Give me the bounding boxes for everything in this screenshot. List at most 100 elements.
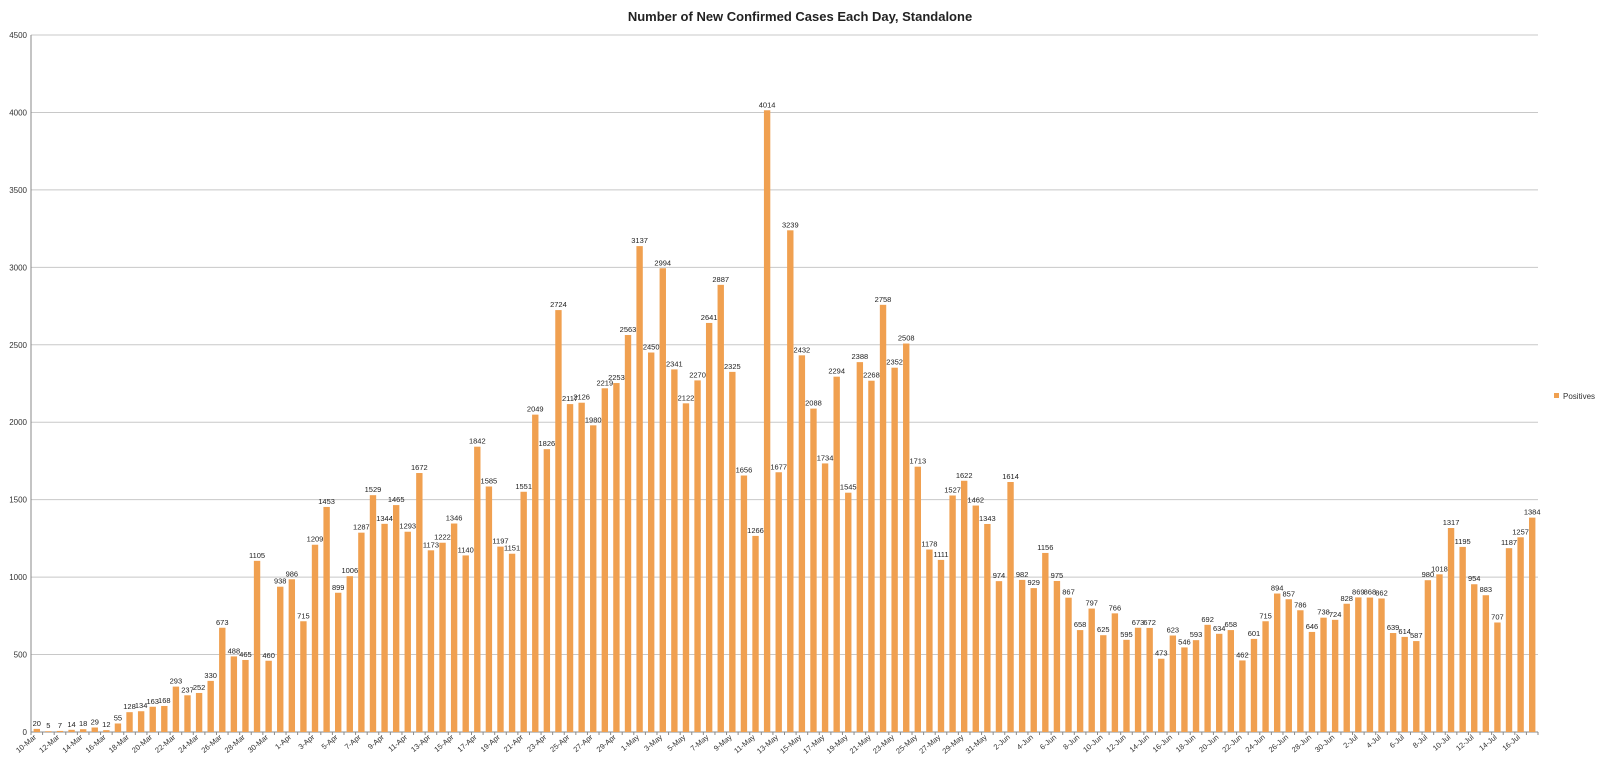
chart-title: Number of New Confirmed Cases Each Day, … xyxy=(628,9,972,24)
x-tick-label: 5-Apr xyxy=(320,732,340,751)
bar xyxy=(891,367,898,732)
data-label: 460 xyxy=(262,651,275,660)
x-tick-label: 14-Jul xyxy=(1477,732,1499,752)
data-label: 2341 xyxy=(666,359,683,368)
x-tick-label: 24-Jun xyxy=(1244,733,1267,755)
bar xyxy=(1378,598,1385,732)
data-label: 1842 xyxy=(469,437,486,446)
data-label: 2887 xyxy=(712,275,729,284)
bar xyxy=(532,414,539,732)
data-label: 1111 xyxy=(933,550,948,559)
x-tick-label: 1-Apr xyxy=(273,732,293,751)
data-label: 1178 xyxy=(921,540,937,549)
bar xyxy=(810,408,817,732)
bar xyxy=(636,246,643,733)
data-label: 715 xyxy=(297,611,310,620)
bar xyxy=(949,495,956,732)
data-label: 766 xyxy=(1109,603,1122,612)
bar xyxy=(787,230,794,732)
data-label: 975 xyxy=(1051,571,1064,580)
y-tick-label: 500 xyxy=(14,651,28,660)
bar xyxy=(1076,630,1084,732)
bar xyxy=(485,486,493,732)
data-label: 883 xyxy=(1480,585,1493,594)
data-label: 12 xyxy=(102,720,110,729)
data-label: 986 xyxy=(286,569,299,578)
data-label: 20 xyxy=(33,719,41,728)
data-label: 673 xyxy=(1132,618,1145,627)
data-label: 168 xyxy=(158,696,171,705)
bar xyxy=(1389,633,1397,732)
bar xyxy=(868,380,875,732)
bar xyxy=(1401,636,1408,732)
data-label: 982 xyxy=(1016,570,1029,579)
bar xyxy=(1239,660,1246,732)
bar xyxy=(763,110,771,732)
x-tick-label: 30-Mar xyxy=(246,732,270,754)
x-tick-label: 19-Apr xyxy=(479,732,502,754)
bar xyxy=(1355,597,1362,732)
bar xyxy=(694,380,701,732)
data-label: 163 xyxy=(146,697,159,706)
bar xyxy=(114,723,122,732)
bar xyxy=(1413,641,1420,732)
data-label: 1344 xyxy=(376,514,393,523)
data-label: 715 xyxy=(1259,611,1272,620)
y-tick-label: 1000 xyxy=(9,573,27,582)
bar xyxy=(33,728,40,732)
bar xyxy=(1343,603,1350,732)
bar xyxy=(1471,584,1478,732)
data-label: 1622 xyxy=(956,471,973,480)
bar xyxy=(972,505,979,732)
data-label: 1018 xyxy=(1431,564,1448,573)
y-tick-label: 4000 xyxy=(9,108,27,117)
x-axis-ticks: 10-Mar 12-Mar 14-Mar 16-Mar 18-Mar 20-Mar 22-M… xyxy=(14,732,1539,756)
x-tick-label: 31-May xyxy=(964,732,989,755)
data-label: 2049 xyxy=(527,405,544,414)
data-label: 1006 xyxy=(341,566,358,575)
data-label: 1545 xyxy=(840,483,857,492)
x-tick-label: 17-Apr xyxy=(456,732,479,754)
data-label: 658 xyxy=(1225,620,1238,629)
data-label: 938 xyxy=(274,577,287,586)
data-label: 954 xyxy=(1468,574,1481,583)
data-label: 1465 xyxy=(388,495,405,504)
data-label: 724 xyxy=(1329,610,1342,619)
bar xyxy=(1018,579,1026,732)
bar xyxy=(555,310,562,732)
data-label: 2563 xyxy=(620,325,637,334)
bar xyxy=(56,730,64,732)
x-tick-label: 14-Jun xyxy=(1128,733,1151,755)
x-tick-label: 19-May xyxy=(825,732,850,755)
data-label: 867 xyxy=(1062,588,1075,597)
x-tick-label: 28-Mar xyxy=(223,732,247,754)
x-tick-label: 3-Apr xyxy=(296,732,316,751)
data-label: 1713 xyxy=(909,457,926,466)
bar xyxy=(543,449,551,732)
data-label: 672 xyxy=(1143,618,1156,627)
bar xyxy=(184,695,191,732)
data-label: 1614 xyxy=(1002,472,1019,481)
bar xyxy=(821,463,829,732)
x-tick-label: 12-Jul xyxy=(1454,732,1476,752)
bar xyxy=(230,656,238,732)
bar xyxy=(798,355,806,732)
data-label: 1195 xyxy=(1455,537,1471,546)
data-label: 1585 xyxy=(481,477,498,486)
y-tick-label: 2500 xyxy=(9,341,27,350)
data-label: 593 xyxy=(1190,630,1203,639)
data-label: 1656 xyxy=(736,466,753,475)
x-tick-label: 18-Mar xyxy=(107,732,131,754)
bar xyxy=(323,506,330,732)
bar xyxy=(1262,621,1269,732)
bar xyxy=(1424,580,1432,732)
bar xyxy=(879,304,887,732)
bar xyxy=(335,592,342,732)
x-tick-label: 2-Jul xyxy=(1341,732,1359,750)
bar xyxy=(277,586,284,732)
data-label: 929 xyxy=(1027,578,1040,587)
x-tick-label: 16-Jun xyxy=(1151,733,1174,755)
data-label: 2219 xyxy=(596,378,613,387)
x-tick-label: 23-Apr xyxy=(525,732,548,754)
